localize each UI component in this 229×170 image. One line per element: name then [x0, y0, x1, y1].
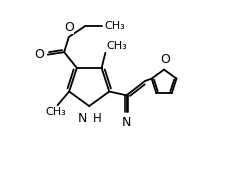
Text: CH₃: CH₃	[46, 107, 66, 117]
Text: H: H	[93, 112, 102, 125]
Text: O: O	[35, 48, 44, 61]
Text: O: O	[64, 21, 74, 34]
Text: CH₃: CH₃	[104, 21, 125, 31]
Text: CH₃: CH₃	[106, 41, 127, 51]
Text: O: O	[160, 53, 170, 66]
Text: N: N	[77, 112, 87, 125]
Text: N: N	[122, 116, 131, 129]
